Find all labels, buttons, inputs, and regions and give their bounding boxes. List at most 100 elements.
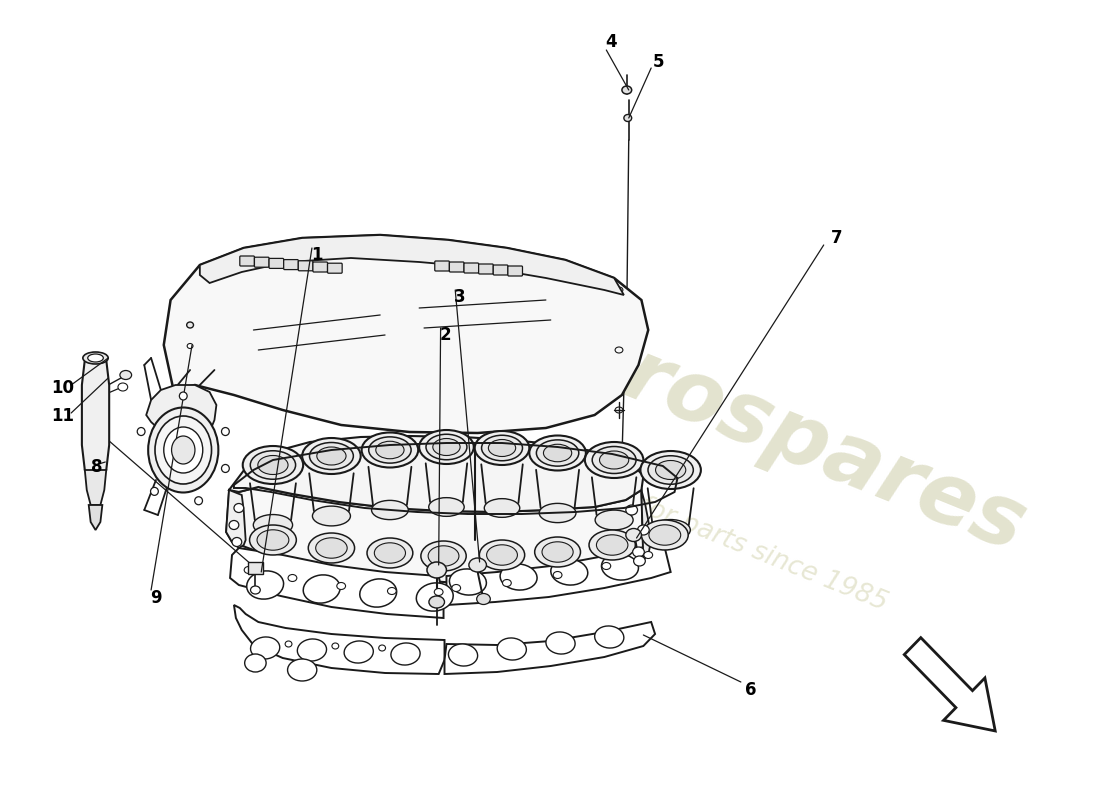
Ellipse shape bbox=[429, 596, 444, 608]
Text: 5: 5 bbox=[653, 53, 664, 71]
Polygon shape bbox=[641, 490, 651, 560]
Ellipse shape bbox=[344, 641, 373, 663]
Ellipse shape bbox=[187, 343, 192, 349]
Ellipse shape bbox=[287, 659, 317, 681]
Ellipse shape bbox=[372, 500, 408, 520]
Ellipse shape bbox=[529, 435, 586, 470]
Ellipse shape bbox=[376, 442, 404, 458]
FancyBboxPatch shape bbox=[328, 263, 342, 274]
Ellipse shape bbox=[251, 637, 279, 659]
FancyBboxPatch shape bbox=[312, 262, 328, 272]
Ellipse shape bbox=[588, 530, 636, 560]
Ellipse shape bbox=[480, 540, 525, 570]
Polygon shape bbox=[229, 436, 644, 512]
Ellipse shape bbox=[488, 439, 516, 457]
Ellipse shape bbox=[234, 503, 244, 513]
Text: 2: 2 bbox=[440, 326, 451, 344]
Polygon shape bbox=[230, 548, 443, 618]
Ellipse shape bbox=[649, 525, 681, 546]
Ellipse shape bbox=[543, 444, 572, 462]
Ellipse shape bbox=[312, 506, 351, 526]
Ellipse shape bbox=[427, 562, 447, 578]
Text: 11: 11 bbox=[51, 407, 74, 425]
Ellipse shape bbox=[600, 451, 629, 469]
Ellipse shape bbox=[317, 447, 346, 465]
Text: 3: 3 bbox=[454, 288, 466, 306]
Ellipse shape bbox=[429, 498, 464, 516]
Ellipse shape bbox=[596, 534, 628, 555]
Ellipse shape bbox=[251, 586, 261, 594]
Ellipse shape bbox=[309, 442, 353, 470]
Ellipse shape bbox=[503, 579, 512, 586]
Polygon shape bbox=[200, 235, 624, 295]
Text: 4: 4 bbox=[605, 33, 617, 51]
Ellipse shape bbox=[390, 643, 420, 665]
Ellipse shape bbox=[632, 547, 645, 557]
Ellipse shape bbox=[497, 638, 527, 660]
Ellipse shape bbox=[634, 556, 646, 566]
Polygon shape bbox=[164, 235, 648, 433]
Ellipse shape bbox=[378, 645, 385, 651]
Ellipse shape bbox=[285, 641, 292, 647]
Ellipse shape bbox=[138, 427, 145, 435]
Ellipse shape bbox=[486, 545, 517, 565]
Ellipse shape bbox=[332, 643, 339, 649]
Ellipse shape bbox=[244, 566, 253, 574]
Ellipse shape bbox=[476, 594, 491, 605]
Text: a passion for parts since 1985: a passion for parts since 1985 bbox=[513, 443, 891, 617]
Ellipse shape bbox=[546, 632, 575, 654]
FancyBboxPatch shape bbox=[493, 265, 508, 275]
Ellipse shape bbox=[656, 461, 685, 479]
Ellipse shape bbox=[187, 322, 194, 328]
Polygon shape bbox=[904, 638, 996, 731]
Polygon shape bbox=[227, 487, 644, 585]
FancyBboxPatch shape bbox=[240, 256, 254, 266]
Ellipse shape bbox=[151, 487, 158, 495]
FancyBboxPatch shape bbox=[254, 258, 270, 267]
Ellipse shape bbox=[553, 571, 562, 578]
Ellipse shape bbox=[120, 370, 132, 379]
Ellipse shape bbox=[651, 519, 691, 541]
Ellipse shape bbox=[482, 435, 522, 461]
Ellipse shape bbox=[195, 497, 202, 505]
Ellipse shape bbox=[428, 546, 459, 566]
Ellipse shape bbox=[172, 436, 195, 464]
Ellipse shape bbox=[179, 392, 187, 400]
Text: 10: 10 bbox=[51, 379, 74, 397]
Ellipse shape bbox=[302, 438, 361, 474]
Ellipse shape bbox=[551, 559, 587, 585]
Ellipse shape bbox=[595, 626, 624, 648]
Polygon shape bbox=[248, 562, 263, 574]
Ellipse shape bbox=[118, 383, 128, 391]
Ellipse shape bbox=[452, 585, 461, 591]
Polygon shape bbox=[146, 385, 217, 438]
Ellipse shape bbox=[592, 446, 636, 474]
Ellipse shape bbox=[368, 437, 411, 463]
Ellipse shape bbox=[304, 575, 340, 603]
Ellipse shape bbox=[251, 450, 296, 479]
Polygon shape bbox=[234, 605, 444, 674]
Ellipse shape bbox=[253, 514, 293, 535]
Ellipse shape bbox=[475, 431, 529, 465]
FancyBboxPatch shape bbox=[298, 261, 312, 270]
Ellipse shape bbox=[232, 538, 242, 546]
Ellipse shape bbox=[500, 564, 537, 590]
Ellipse shape bbox=[88, 354, 103, 362]
Ellipse shape bbox=[638, 525, 649, 535]
Polygon shape bbox=[447, 546, 671, 605]
Text: 9: 9 bbox=[151, 589, 162, 607]
Ellipse shape bbox=[221, 427, 229, 435]
Ellipse shape bbox=[621, 86, 631, 94]
Text: eurospares: eurospares bbox=[502, 290, 1038, 570]
Ellipse shape bbox=[221, 465, 229, 473]
Ellipse shape bbox=[484, 498, 520, 518]
Ellipse shape bbox=[640, 451, 701, 489]
Ellipse shape bbox=[434, 589, 443, 595]
Ellipse shape bbox=[595, 510, 634, 530]
Ellipse shape bbox=[367, 538, 412, 568]
Ellipse shape bbox=[624, 114, 631, 122]
FancyBboxPatch shape bbox=[450, 262, 464, 272]
Ellipse shape bbox=[542, 542, 573, 562]
Ellipse shape bbox=[246, 571, 284, 599]
FancyBboxPatch shape bbox=[434, 261, 450, 271]
